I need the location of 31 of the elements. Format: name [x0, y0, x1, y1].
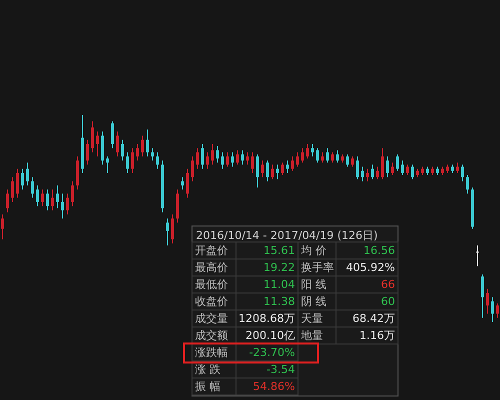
text: 振 幅 [195, 380, 220, 393]
text: -23.70% [249, 346, 295, 359]
annotation: 均 价 [300, 244, 326, 257]
annotation: 收盘价 [195, 295, 228, 308]
text: 1.16万 [360, 329, 395, 342]
annotation: 11.04 [264, 278, 295, 291]
annotation: 最高价 [195, 261, 228, 274]
text: 200.10亿 [246, 329, 295, 342]
annotation: 16.56 [364, 244, 395, 257]
annotation: 19.22 [264, 261, 295, 274]
annotation: 阳 线 [301, 278, 326, 291]
annotation: 68.42万 [352, 312, 395, 325]
annotation: 成交量 [195, 312, 228, 325]
text: -3.54 [266, 363, 295, 376]
annotation: 60 [381, 295, 395, 308]
text: 成交额 [195, 329, 228, 342]
text: 2016/10/14 - 2017/04/19 (126日) [196, 229, 378, 242]
text: 54.86% [253, 380, 295, 393]
annotation: 最低价 [195, 278, 228, 291]
annotation: 换手率 [301, 261, 334, 274]
annotation: 11.38 [264, 295, 295, 308]
annotation: 15.61 [264, 244, 295, 257]
text: 地量 [300, 329, 323, 342]
annotation: 阴 线 [301, 295, 326, 308]
annotation: 天量 [301, 312, 323, 325]
annotation: 66 [381, 278, 395, 291]
text: 涨 跌 [195, 363, 220, 376]
text: 涨跌幅 [195, 346, 228, 359]
annotation: 405.92% [346, 261, 395, 274]
annotation: 开盘价 [195, 244, 228, 257]
annotation: 1208.68万 [238, 312, 295, 325]
